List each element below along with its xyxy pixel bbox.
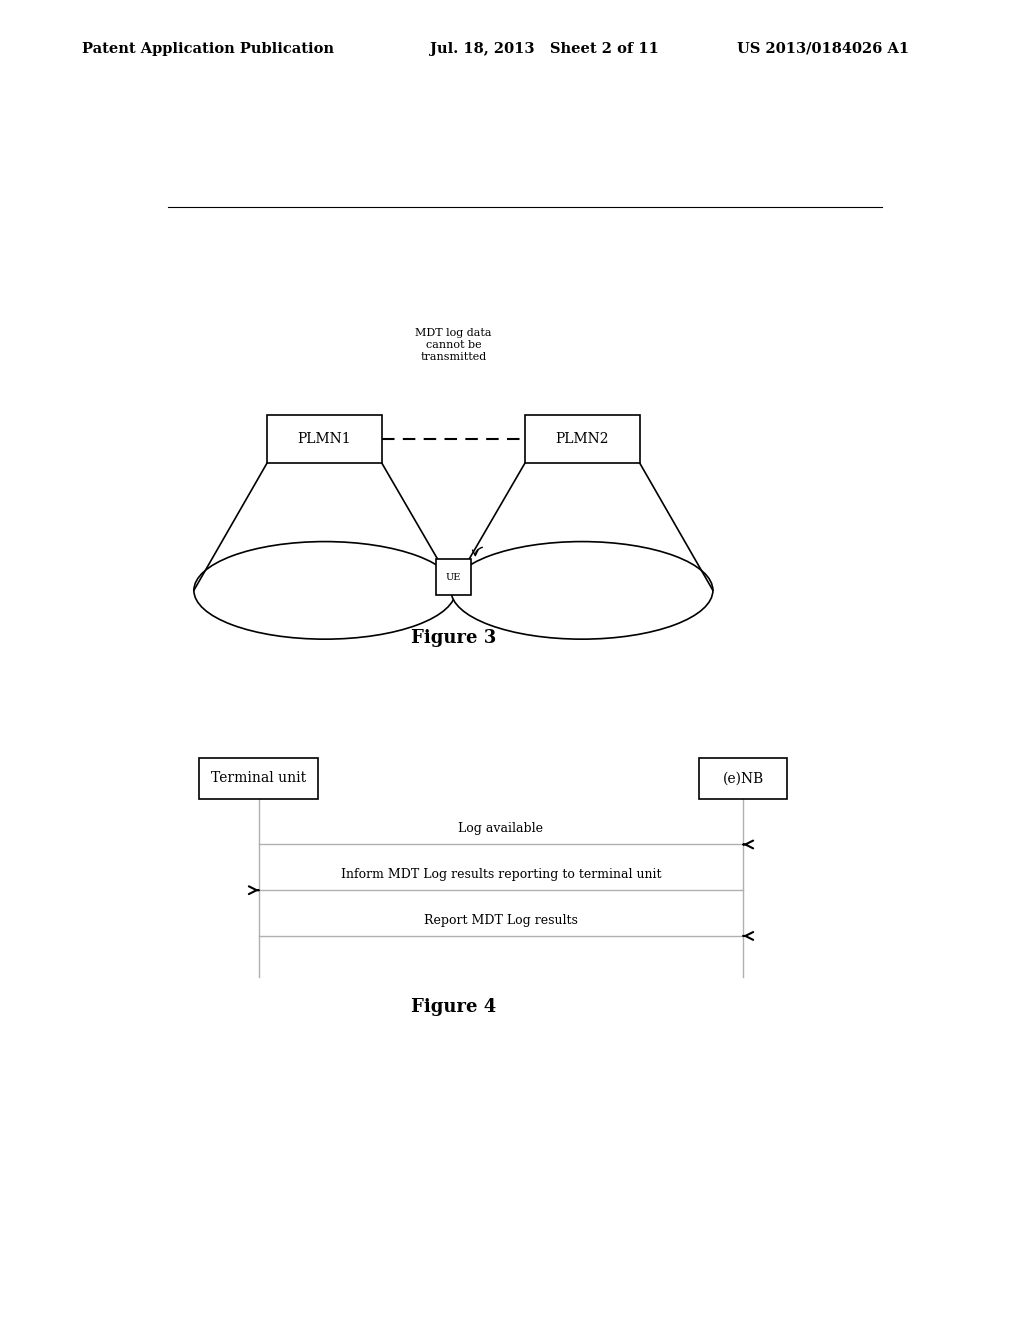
Text: Figure 3: Figure 3 (411, 630, 496, 647)
Text: Log available: Log available (459, 822, 544, 836)
Text: US 2013/0184026 A1: US 2013/0184026 A1 (737, 42, 909, 55)
Text: Report MDT Log results: Report MDT Log results (424, 913, 578, 927)
Bar (436, 558, 471, 595)
Text: Jul. 18, 2013   Sheet 2 of 11: Jul. 18, 2013 Sheet 2 of 11 (430, 42, 659, 55)
Text: Inform MDT Log results reporting to terminal unit: Inform MDT Log results reporting to term… (341, 869, 662, 880)
Bar (267, 414, 382, 463)
Text: PLMN2: PLMN2 (556, 432, 609, 446)
Bar (200, 758, 318, 799)
Bar (524, 414, 640, 463)
Bar (699, 758, 786, 799)
Text: PLMN1: PLMN1 (298, 432, 351, 446)
Ellipse shape (451, 541, 713, 639)
FancyArrowPatch shape (472, 548, 482, 556)
Text: Patent Application Publication: Patent Application Publication (82, 42, 334, 55)
Text: (e)NB: (e)NB (722, 771, 764, 785)
Text: Figure 4: Figure 4 (411, 998, 496, 1016)
Ellipse shape (194, 541, 456, 639)
Text: Terminal unit: Terminal unit (211, 771, 306, 785)
Text: MDT log data
cannot be
transmitted: MDT log data cannot be transmitted (415, 329, 492, 362)
Text: UE: UE (445, 573, 461, 582)
